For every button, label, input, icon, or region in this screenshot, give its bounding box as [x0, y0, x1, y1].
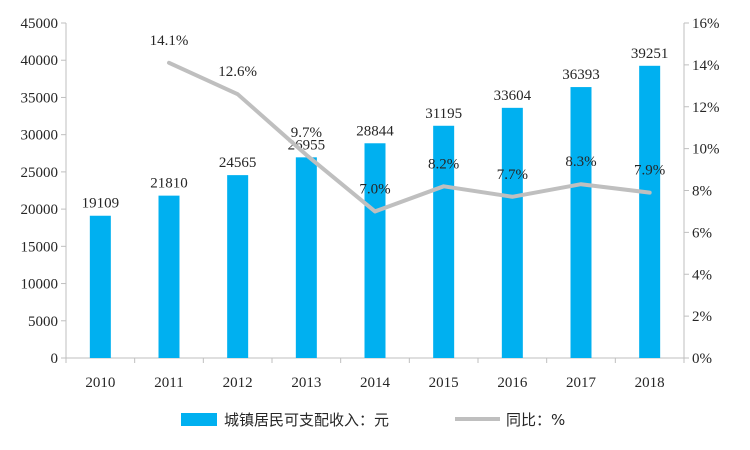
bar [158, 195, 180, 358]
left-tick-label: 20000 [21, 202, 59, 218]
right-y-axis: 0% 2% 4% 6% 8% 10% 12% 14% 16% [683, 16, 720, 367]
bar [639, 65, 661, 359]
line-value-label: 9.7% [291, 125, 322, 141]
yoy-line [167, 60, 652, 214]
bar-value-label: 39251 [631, 46, 669, 62]
x-axis: 2010 2011 2012 2013 2014 2015 2016 2017 2018 [65, 357, 685, 391]
bar-value-label: 26955 [288, 137, 326, 153]
bar-value-label: 19109 [82, 196, 120, 212]
legend-label-bar: 城镇居民可支配收入：元 [224, 411, 389, 429]
line-value-label: 7.9% [634, 163, 665, 179]
right-tick-label: 6% [692, 225, 712, 241]
bar [227, 175, 249, 358]
left-tick-label: 35000 [21, 90, 59, 106]
legend-swatch-bar [181, 413, 217, 426]
bar-value-label: 31195 [425, 106, 462, 122]
left-tick-label: 45000 [21, 16, 59, 32]
x-tick-label: 2016 [497, 375, 528, 391]
line-value-label: 8.3% [565, 154, 596, 170]
right-tick-label: 8% [692, 184, 712, 200]
line-value-label: 14.1% [150, 33, 189, 49]
bar-series [89, 65, 661, 359]
line-value-label: 7.0% [359, 181, 390, 197]
bar [295, 157, 317, 358]
x-tick-label: 2011 [154, 375, 183, 391]
left-tick-label: 25000 [21, 165, 59, 181]
right-tick-label: 4% [692, 267, 712, 283]
bar-value-label: 21810 [150, 176, 188, 192]
right-tick-label: 14% [692, 58, 720, 74]
line-value-label: 7.7% [497, 167, 528, 183]
x-tick-label: 2018 [635, 375, 665, 391]
bar [433, 125, 455, 358]
x-tick-label: 2013 [291, 375, 321, 391]
left-y-axis: 0 5000 10000 15000 20000 25000 30000 35000 40000… [21, 16, 67, 367]
x-tick-label: 2017 [566, 375, 597, 391]
bar-data-labels: 19109 21810 24565 26955 28844 31195 33604 36393… [82, 46, 669, 212]
line-series [167, 60, 652, 214]
left-tick-label: 40000 [21, 53, 59, 69]
line-value-label: 8.2% [428, 156, 459, 172]
bar-value-label: 28844 [356, 123, 394, 139]
bar-value-label: 24565 [219, 155, 257, 171]
x-tick-label: 2010 [85, 375, 115, 391]
legend: 城镇居民可支配收入：元 同比：% [181, 411, 565, 429]
left-tick-label: 5000 [28, 314, 58, 330]
right-tick-label: 16% [692, 16, 720, 32]
x-tick-label: 2015 [429, 375, 459, 391]
x-tick-label: 2014 [360, 375, 391, 391]
right-tick-label: 2% [692, 309, 712, 325]
bar [364, 143, 386, 358]
left-tick-label: 15000 [21, 239, 59, 255]
left-tick-label: 30000 [21, 128, 59, 144]
line-value-label: 12.6% [218, 64, 257, 80]
bar [570, 87, 592, 358]
right-tick-label: 12% [692, 100, 720, 116]
right-tick-label: 0% [692, 351, 712, 367]
line-data-labels: 14.1% 12.6% 9.7% 7.0% 8.2% 7.7% 8.3% 7.9% [150, 33, 666, 198]
legend-label-line: 同比：% [506, 411, 565, 429]
bar-value-label: 36393 [562, 67, 600, 83]
left-tick-label: 10000 [21, 277, 59, 293]
bar [89, 215, 111, 358]
bar [501, 107, 523, 359]
x-tick-label: 2012 [223, 375, 253, 391]
left-tick-label: 0 [51, 351, 59, 367]
right-tick-label: 10% [692, 142, 720, 158]
bar-value-label: 33604 [494, 88, 532, 104]
